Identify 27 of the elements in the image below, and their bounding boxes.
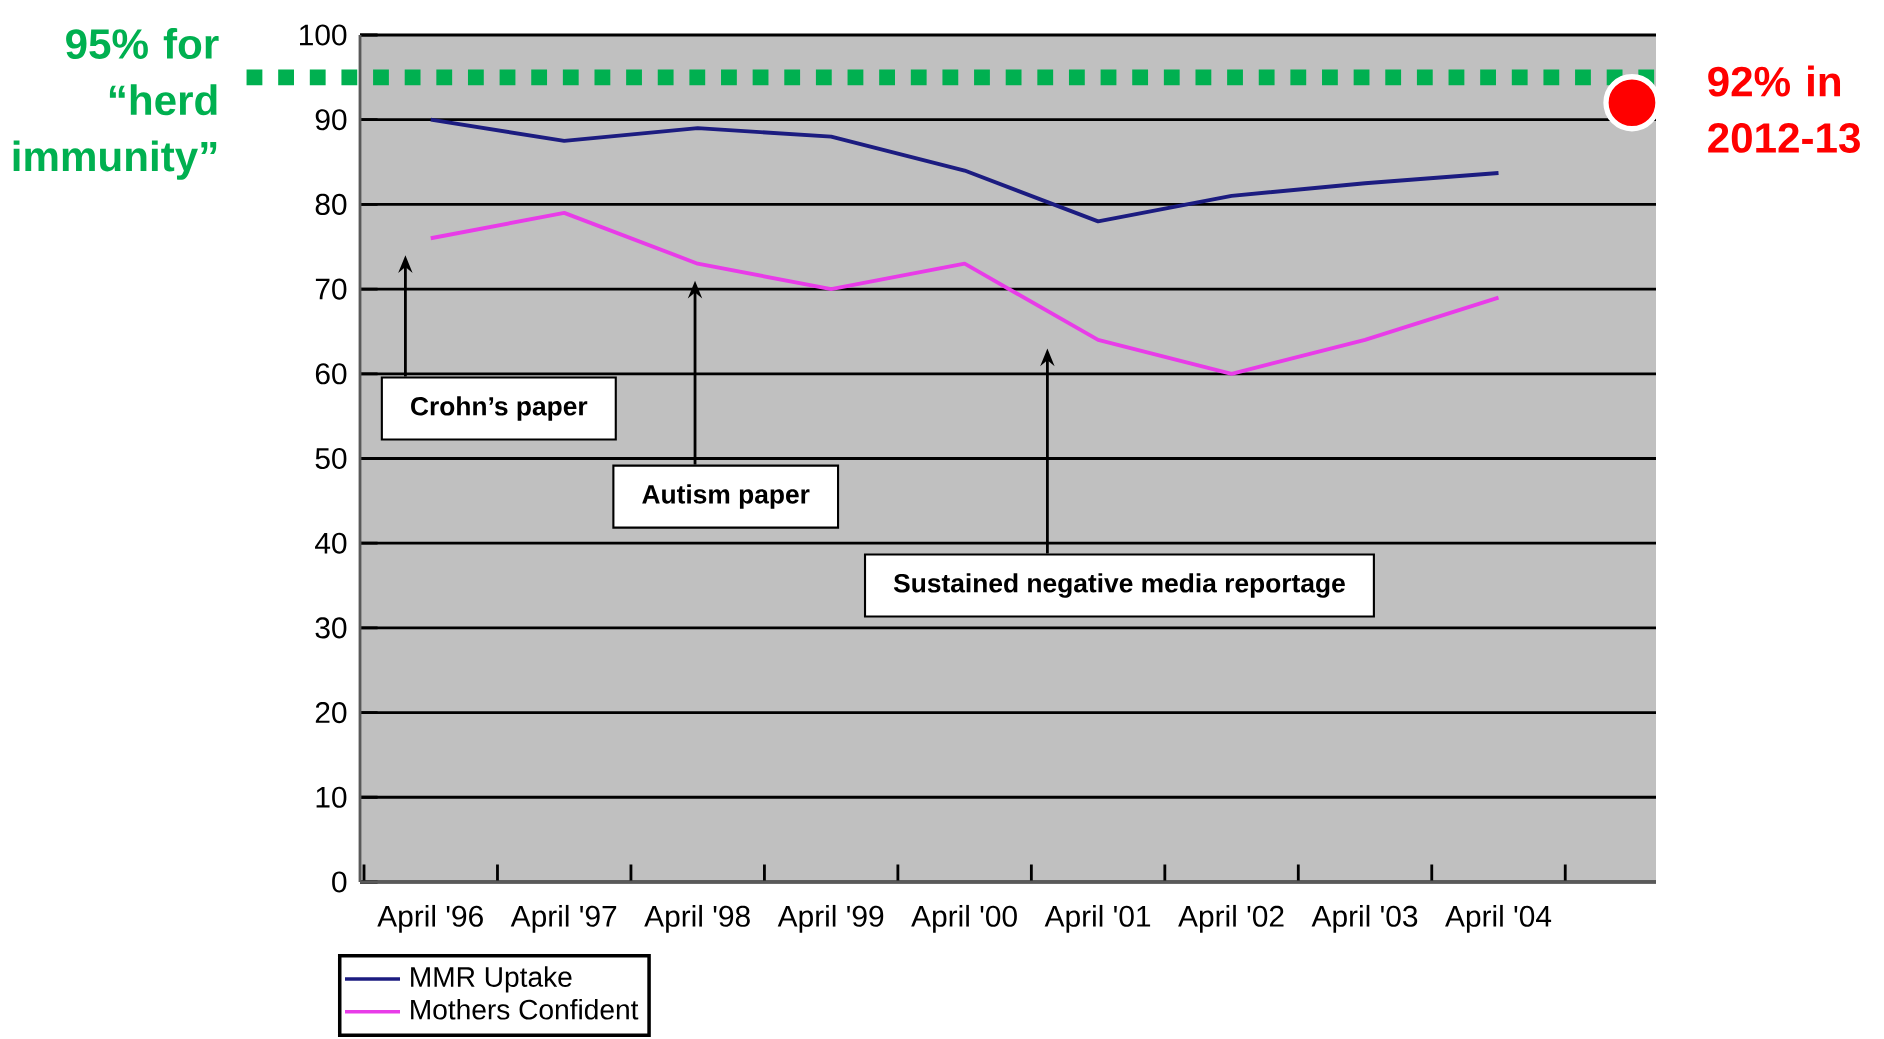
y-tick-label: 50 [315, 447, 347, 470]
y-tick-label: 80 [315, 193, 347, 215]
y-tick-label: 20 [315, 702, 347, 724]
x-tick-label: April '01 [1044, 904, 1151, 933]
y-tick-label: 30 [315, 617, 347, 639]
y-tick-label: 60 [315, 363, 347, 385]
x-tick-label: April '03 [1311, 904, 1418, 933]
x-tick-label: April '99 [777, 904, 884, 933]
x-tick-label: April '98 [644, 904, 750, 933]
x-tick-label: April '96 [377, 904, 483, 933]
y-tick-label: 100 [300, 24, 347, 46]
legend-label: Mothers Confident [411, 998, 639, 1020]
x-tick-label: April '00 [911, 904, 1017, 933]
y-tick-label: 90 [315, 109, 347, 131]
legend-label: MMR Uptake [411, 966, 572, 993]
y-tick-label: 70 [315, 278, 347, 300]
annotation: Crohn’s paper [411, 396, 588, 421]
x-tick-label: April '97 [510, 904, 617, 933]
annotation: Autism paper [642, 484, 810, 509]
text: 92% in 2012-13 [1708, 65, 1860, 153]
ref-line-label: 95% for “herd immunity” [13, 28, 219, 180]
x-tick-label: April '04 [1445, 904, 1552, 933]
y-tick-label: 10 [316, 786, 347, 808]
annotation: Sustained negative media reportage [893, 573, 1345, 598]
y-tick-label: 40 [315, 532, 347, 554]
x-tick-label: April '02 [1178, 904, 1284, 933]
y-tick-label: 0 [332, 871, 347, 893]
